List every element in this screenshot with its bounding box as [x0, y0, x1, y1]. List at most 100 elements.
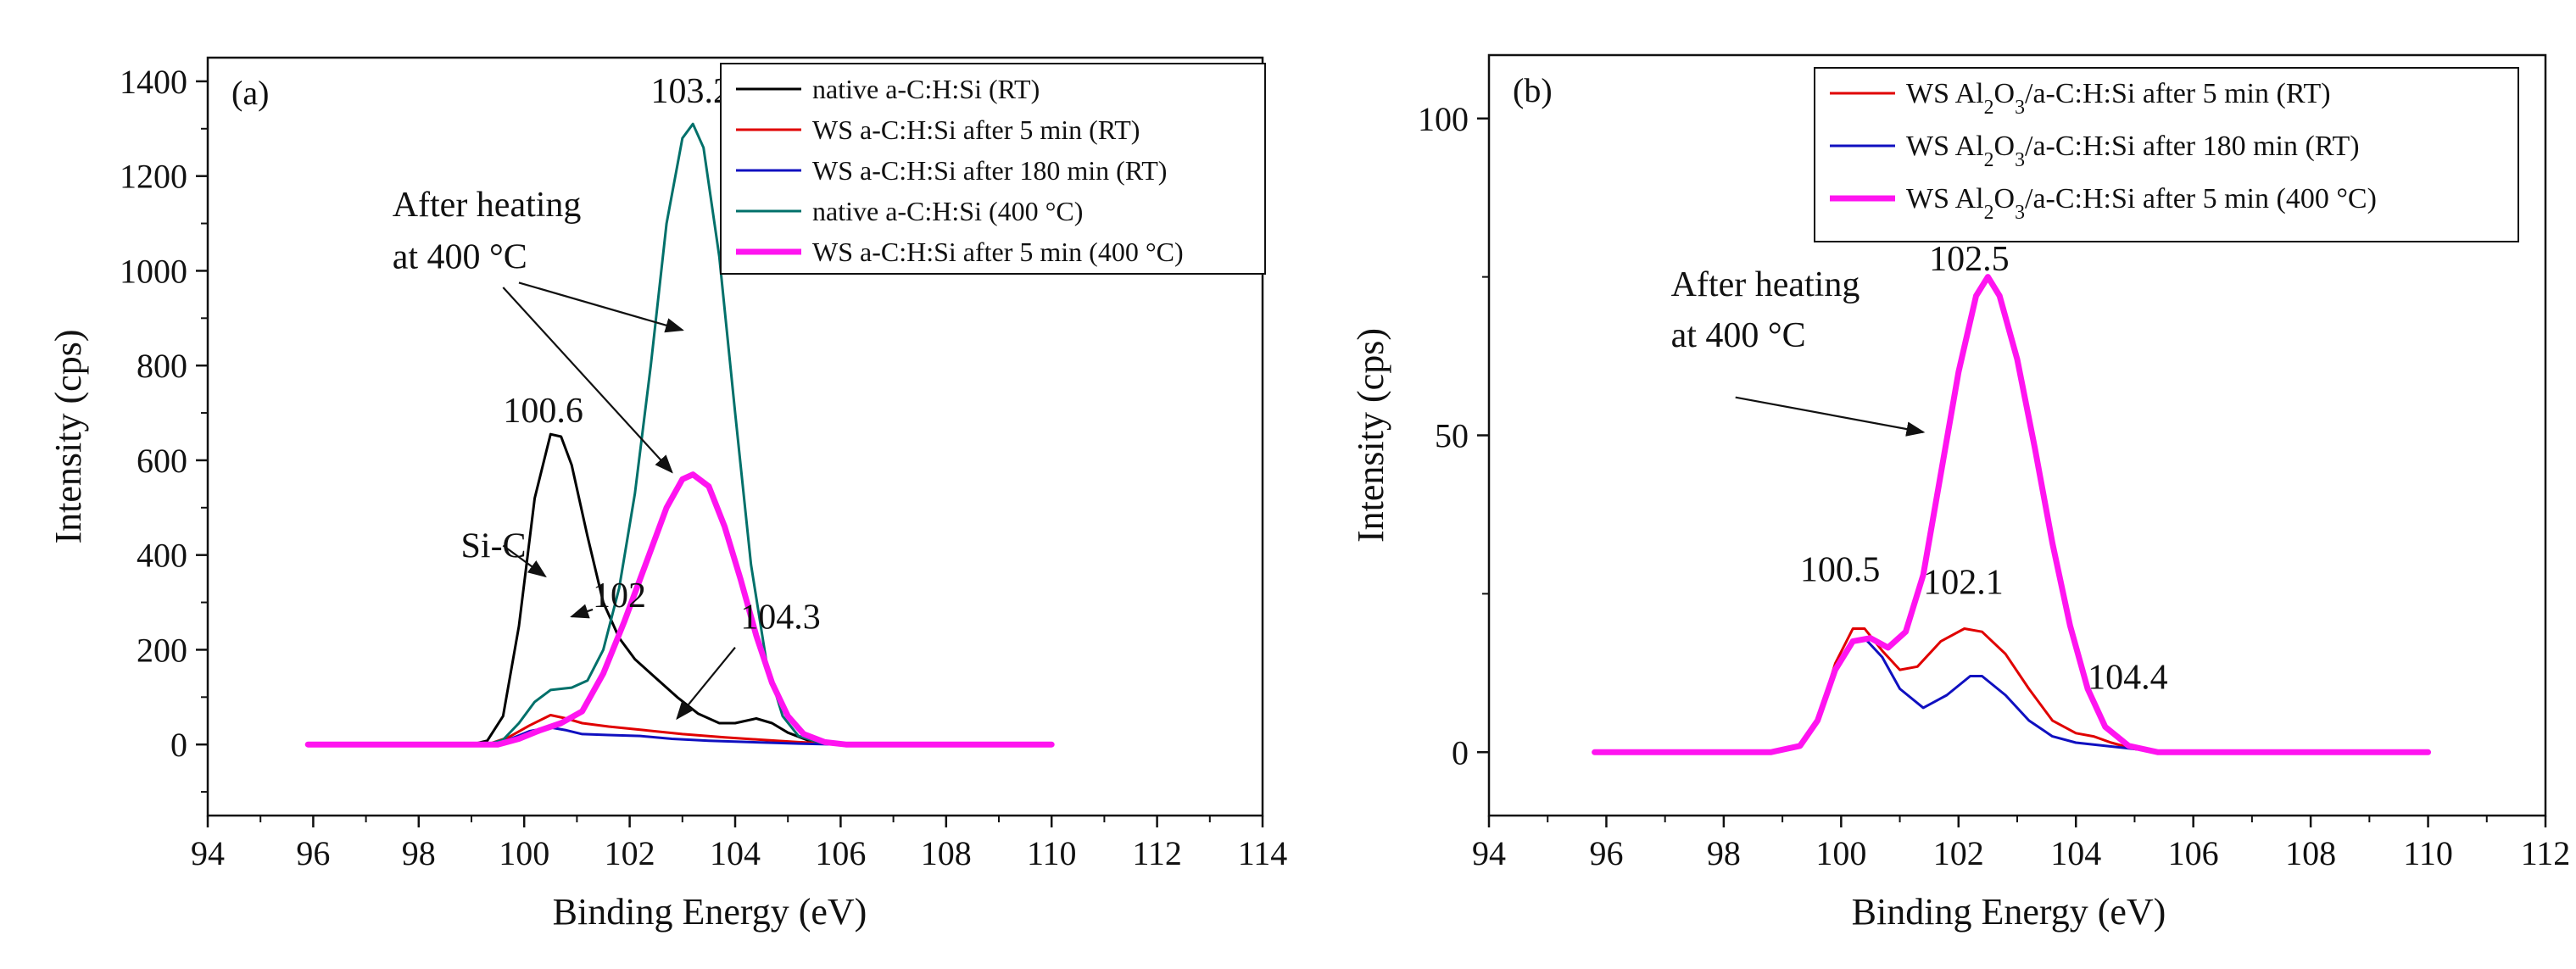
- text-span: /a-C:H:Si after 5 min (400 °C): [2025, 183, 2377, 214]
- y-tick-label: 200: [137, 631, 187, 669]
- chart-panel-a: 94 96 98 100 102 104 106 108 110 112 114 0 200 400 600…: [47, 56, 1287, 933]
- text-span: native a-C:H:Si (400 °C): [812, 196, 1083, 226]
- text-span: WS: [1906, 183, 1955, 214]
- x-tick-label: 104: [710, 834, 761, 872]
- text-span: WS a-C:H:Si after 5 min (400 °C): [812, 237, 1184, 267]
- y-tick-label: 1400: [120, 63, 187, 101]
- x-axis-title: Binding Energy (eV): [553, 891, 867, 933]
- text-span: WS a-C:H:Si after 5 min (RT): [812, 114, 1140, 145]
- legend-entry: native a-C:H:Si (400 °C): [812, 196, 1083, 226]
- y-tick-label: 0: [170, 726, 187, 764]
- y-tick-label: 400: [137, 537, 187, 575]
- annotation-label: 102.5: [1929, 240, 2010, 279]
- x-tick-label: 94: [1472, 834, 1506, 872]
- x-tick-label: 98: [1707, 834, 1741, 872]
- annotation-arrow: [676, 646, 736, 721]
- x-tick-label: 112: [2521, 834, 2571, 872]
- series-line-3: [306, 122, 1053, 746]
- annotation-arrow: [502, 287, 673, 474]
- legend-box: [720, 63, 1266, 275]
- y-tick-label: 50: [1435, 417, 1469, 455]
- annotation-label: at 400 °C: [393, 238, 527, 277]
- annotations: 102.5 After heating at 400 °C 100.5 102.1 104…: [1671, 240, 2168, 697]
- annotation-arrow: [570, 604, 594, 619]
- x-tick-label: 110: [2403, 834, 2453, 872]
- annotation-label: 104.3: [740, 598, 821, 637]
- annotations: 103.2 100.6 After heating at 400 °C Si-C 102 1…: [393, 72, 821, 721]
- annotation-label: 100.5: [1800, 550, 1881, 589]
- series-line-1: [306, 714, 1053, 746]
- x-tick-label: 100: [1815, 834, 1866, 872]
- text-span: Al: [1955, 183, 1984, 214]
- x-tick-label: 108: [2285, 834, 2336, 872]
- panel-label: (a): [231, 74, 269, 112]
- text-span: O: [1994, 78, 2016, 109]
- text-span: 2: [1984, 97, 1994, 119]
- y-tick-label: 0: [1452, 733, 1469, 771]
- text-span: /a-C:H:Si after 5 min (RT): [2025, 78, 2331, 109]
- y-tick-label: 600: [137, 442, 187, 480]
- text-span: 2: [1984, 149, 1994, 171]
- annotation-arrow: [1735, 396, 1926, 437]
- legend: native a-C:H:Si (RT) WS a-C:H:Si after 5 …: [720, 63, 1266, 275]
- text-span: Al: [1955, 78, 1984, 109]
- x-tick-label: 102: [1933, 834, 1984, 872]
- legend-entry: native a-C:H:Si (RT): [812, 74, 1040, 104]
- legend-box: [1814, 67, 2519, 242]
- text-span: native a-C:H:Si (RT): [812, 74, 1040, 104]
- x-tick-label: 108: [921, 834, 972, 872]
- x-axis-title: Binding Energy (eV): [1852, 891, 2166, 933]
- series-line-4: [304, 471, 1055, 748]
- annotation-label: 103.2: [650, 72, 731, 111]
- x-tick-label: 106: [815, 834, 866, 872]
- series-group: [1592, 274, 2432, 755]
- series-group: [304, 122, 1055, 748]
- text-span: WS: [1906, 78, 1955, 109]
- x-tick-label: 106: [2168, 834, 2219, 872]
- series-line-1: [1593, 637, 2430, 754]
- x-tick-label: 94: [191, 834, 225, 872]
- text-span: WS: [1906, 131, 1955, 162]
- y-axis-title: Intensity (cps): [1350, 328, 1391, 543]
- text-span: /a-C:H:Si after 180 min (RT): [2025, 131, 2360, 162]
- y-tick-label: 800: [137, 347, 187, 385]
- y-axis: 0 200 400 600 800 1000 1200 1400: [120, 63, 208, 794]
- annotation-arrow: [518, 281, 684, 333]
- annotation-label: 102: [593, 576, 646, 615]
- annotation-label: 100.6: [503, 392, 583, 431]
- legend-entry: WS a-C:H:Si after 5 min (400 °C): [812, 237, 1184, 267]
- annotation-label: After heating: [393, 186, 582, 225]
- legend-entry: WS Al2O3/a-C:H:Si after 5 min (400 °C): [1906, 183, 2377, 224]
- text-span: Al: [1955, 131, 1984, 162]
- legend-entry: WS a-C:H:Si after 180 min (RT): [812, 155, 1167, 186]
- legend: WS Al2O3/a-C:H:Si after 5 min (RT)WS Al2…: [1814, 67, 2519, 242]
- series-line-0: [306, 432, 1053, 746]
- annotation-arrow: [502, 544, 547, 578]
- text-span: O: [1994, 183, 2016, 214]
- panel-label: (b): [1513, 71, 1553, 109]
- annotation-label: 104.4: [2088, 659, 2168, 698]
- text-span: O: [1994, 131, 2016, 162]
- y-tick-label: 1000: [120, 252, 187, 290]
- chart-panel-b: 94 96 98 100 102 104 106 108 110 112 0 50 100 Binding…: [1350, 53, 2571, 933]
- text-span: 3: [2015, 149, 2025, 171]
- text-span: 3: [2015, 97, 2025, 119]
- x-tick-label: 100: [499, 834, 549, 872]
- series-line-0: [1593, 627, 2430, 754]
- y-tick-label: 1200: [120, 158, 187, 196]
- text-span: 2: [1984, 202, 1994, 224]
- legend-entry: WS a-C:H:Si after 5 min (RT): [812, 114, 1140, 145]
- x-tick-label: 104: [2050, 834, 2101, 872]
- annotation-label: After heating: [1671, 265, 1860, 304]
- x-tick-label: 96: [1589, 834, 1623, 872]
- x-axis: 94 96 98 100 102 104 106 108 110 112 114: [191, 816, 1287, 872]
- legend-entry: WS Al2O3/a-C:H:Si after 180 min (RT): [1906, 131, 2360, 171]
- text-span: WS a-C:H:Si after 180 min (RT): [812, 155, 1167, 186]
- y-axis: 0 50 100: [1418, 100, 1489, 771]
- x-tick-label: 98: [402, 834, 436, 872]
- y-axis-title: Intensity (cps): [47, 330, 89, 544]
- text-span: 3: [2015, 202, 2025, 224]
- y-tick-label: 100: [1418, 100, 1469, 138]
- x-tick-label: 114: [1238, 834, 1288, 872]
